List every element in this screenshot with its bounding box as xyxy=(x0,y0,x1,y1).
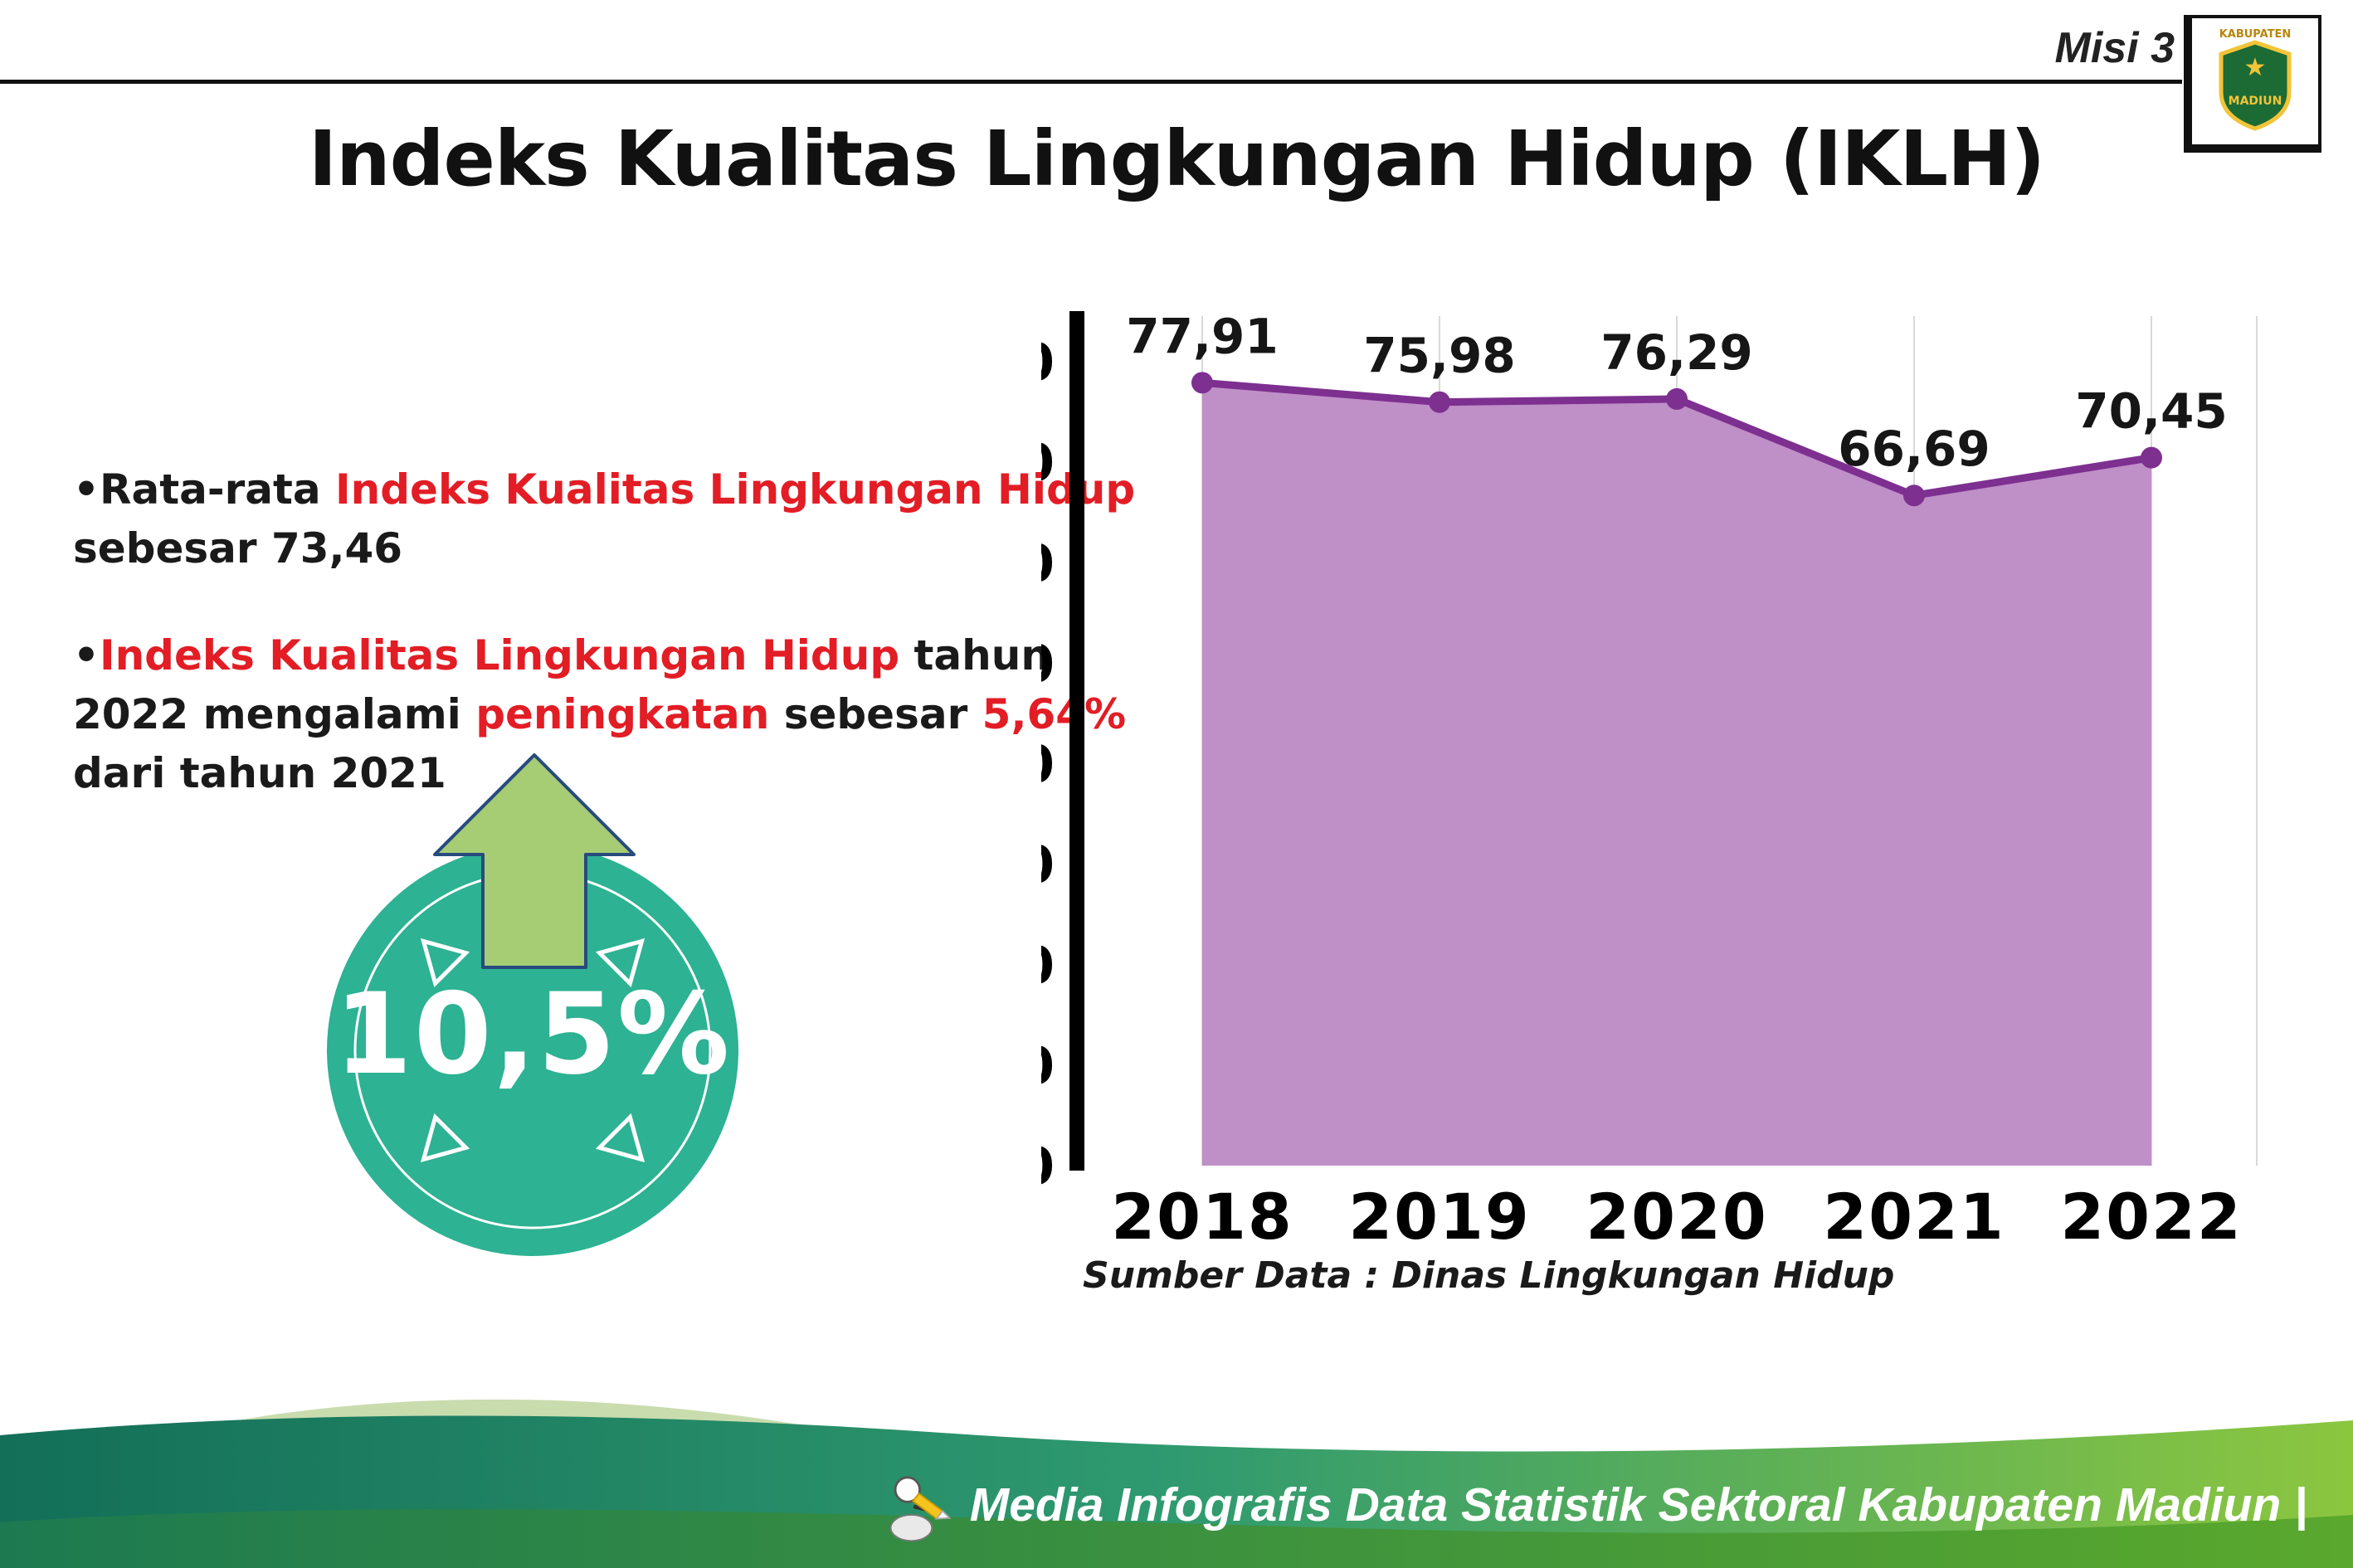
value-label: 75,98 xyxy=(1363,328,1515,384)
bullet-text: • xyxy=(73,631,100,679)
bullet-highlight: Indeks Kualitas Lingkungan Hidup xyxy=(99,631,900,679)
star-glyph: ★ xyxy=(2244,53,2267,82)
key-points: •Rata-rata Indeks Kualitas Lingkungan Hi… xyxy=(73,460,1152,851)
bullet-highlight: 5,64% xyxy=(982,690,1127,738)
iklh-area-chart: 77,91 75,98 76,29 66,69 70,45 0 10 20 30 40 50 60 70… xyxy=(983,303,2307,1356)
bullet-highlight: Indeks Kualitas Lingkungan Hidup xyxy=(335,465,1136,514)
value-label: 70,45 xyxy=(2075,383,2227,440)
value-label: 66,69 xyxy=(1838,421,1990,477)
x-tick-label: 2021 xyxy=(1823,1180,2005,1254)
bullet-text: tahun 2022 mengalami xyxy=(73,631,1050,738)
y-axis xyxy=(1069,311,1084,1171)
y-tick-label: 10 xyxy=(1041,1035,1055,1096)
y-tick-label: 40 xyxy=(1041,734,1055,795)
x-tick-label: 2019 xyxy=(1348,1180,1531,1254)
badge-decorations xyxy=(353,871,712,1230)
y-tick-label: 80 xyxy=(1041,332,1055,392)
area-fill xyxy=(1202,382,2151,1166)
decor-triangle xyxy=(420,1113,470,1163)
footer-credit: Media Infografis Data Statistik Sektoral… xyxy=(877,1467,2307,1543)
increase-percentage: 10,5% xyxy=(334,969,732,1099)
x-tick-label: 2020 xyxy=(1586,1180,1768,1254)
y-tick-label: 0 xyxy=(1041,1136,1055,1196)
bullet-increase-2022: •Indeks Kualitas Lingkungan Hidup tahun … xyxy=(73,626,1152,803)
logo-bottom-text: MADIUN xyxy=(2229,95,2282,108)
page-title: Indeks Kualitas Lingkungan Hidup (IKLH) xyxy=(308,114,2045,203)
data-point xyxy=(1903,485,1925,507)
x-tick-label: 2018 xyxy=(1111,1180,1293,1254)
chart-canvas: 77,91 75,98 76,29 66,69 70,45 0 10 20 30 40 50 60 70… xyxy=(983,308,2258,1254)
credit-text: Media Infografis Data Statistik Sektoral… xyxy=(969,1478,2307,1531)
bullet-text: sebesar xyxy=(769,690,982,738)
crest-icon: KABUPATEN ★ MADIUN xyxy=(2219,28,2292,131)
bullet-text: •Rata-rata xyxy=(73,465,336,514)
footer-wave xyxy=(0,1399,2353,1568)
y-tick-label: 60 xyxy=(1041,533,1055,593)
y-tick-label: 70 xyxy=(1041,432,1055,493)
data-point xyxy=(1429,391,1450,413)
x-tick-label: 2022 xyxy=(2060,1180,2243,1254)
value-label: 77,91 xyxy=(1126,308,1278,364)
bullet-text: sebesar 73,46 xyxy=(73,524,403,572)
decor-triangle xyxy=(420,937,470,988)
logo-top-text: KABUPATEN xyxy=(2219,28,2292,41)
mascot-icon xyxy=(889,1476,952,1542)
up-arrow-icon xyxy=(433,753,636,969)
y-tick-label: 20 xyxy=(1041,935,1055,996)
data-point xyxy=(2141,446,2162,469)
misi-label: Misi 3 xyxy=(2054,24,2175,72)
shield-shape xyxy=(2219,40,2292,131)
bullet-text: dari tahun 2021 xyxy=(73,749,446,797)
decor-triangle xyxy=(595,937,645,988)
header-rule xyxy=(0,80,2182,84)
wave-bottom xyxy=(0,1509,2353,1568)
kabupaten-madiun-logo: KABUPATEN ★ MADIUN xyxy=(2184,15,2321,153)
decor-triangle xyxy=(595,1113,645,1163)
bullet-average-iklh: •Rata-rata Indeks Kualitas Lingkungan Hi… xyxy=(73,460,1152,578)
value-label: 76,29 xyxy=(1600,324,1752,381)
data-source-note: Sumber Data : Dinas Lingkungan Hidup xyxy=(1083,1254,1895,1297)
y-tick-label: 50 xyxy=(1041,633,1055,694)
data-point xyxy=(1666,387,1688,410)
bullet-highlight: peningkatan xyxy=(475,690,770,738)
y-tick-label: 30 xyxy=(1041,835,1055,895)
data-point xyxy=(1191,372,1213,394)
